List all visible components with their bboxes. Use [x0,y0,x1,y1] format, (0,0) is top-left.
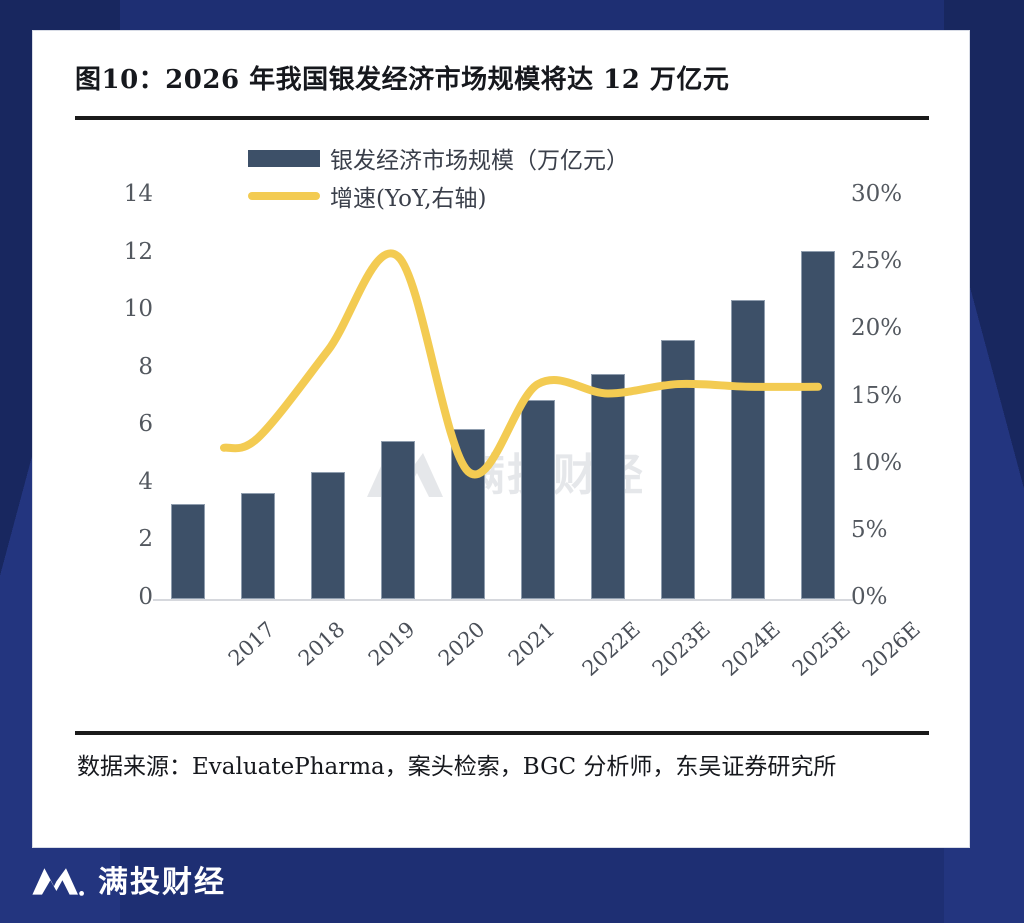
bar-2021 [451,429,485,599]
bar-2022E [521,400,555,599]
left-axis-tick: 4 [138,468,153,495]
x-tick-2019: 2019 [363,617,420,671]
source-rule [75,731,929,735]
x-tick-2021: 2021 [503,617,560,671]
left-axis-tick: 8 [138,353,153,380]
bar-series [153,31,853,599]
figure-card: 图10：2026 年我国银发经济市场规模将达 12 万亿元 满投财经 银发经济市… [32,30,970,848]
x-tick-2020: 2020 [433,617,490,671]
x-tick-2022E: 2022E [577,617,645,681]
left-axis-tick: 6 [138,411,153,438]
x-tick-2025E: 2025E [787,617,855,681]
bar-2018 [241,492,275,599]
bar-2019 [311,472,345,599]
x-tick-2024E: 2024E [717,617,785,681]
chart-plot-area: 满投财经 银发经济市场规模（万亿元） 增速(YoY,右轴) 0246810121… [33,31,971,731]
legend-item-line: 增速(YoY,右轴) [248,179,629,213]
right-axis-tick: 15% [851,382,903,409]
left-axis-tick: 0 [138,584,153,610]
x-tick-2023E: 2023E [647,617,715,681]
legend-swatch-line-icon [248,192,320,200]
axis-baseline [153,599,853,601]
bar-2026E [801,250,835,599]
left-axis-tick: 2 [138,526,153,553]
mountain-logo-icon [32,868,84,896]
right-axis-tick: 25% [851,248,903,275]
right-axis: 0% 5% 10% 15% 20% 25% 30% [851,31,941,731]
left-axis-tick: 14 [123,181,153,207]
left-axis: 0 2 4 6 8 10 12 14 [105,31,153,731]
left-axis-tick: 10 [123,296,153,323]
footer-brand: 满投财经 [98,865,226,900]
source-note: 数据来源：EvaluatePharma，案头检索，BGC 分析师，东吴证券研究所 [77,754,837,780]
legend-label-bar: 银发经济市场规模（万亿元） [330,148,629,174]
right-axis-tick: 20% [851,315,903,342]
x-axis-labels: 2017 2018 2019 2020 2021 2022E 2023E 2024E 2025E… [153,603,925,723]
title-rule [75,116,929,120]
page-footer: 满投财经 [30,857,226,901]
bar-2020 [381,440,415,599]
chart-legend: 银发经济市场规模（万亿元） 增速(YoY,右轴) [248,141,629,217]
right-axis-tick: 10% [851,449,903,476]
right-axis-tick: 0% [851,584,888,610]
right-axis-tick: 5% [851,516,888,543]
x-tick-2018: 2018 [293,617,350,671]
bar-2024E [661,339,695,599]
bar-2017 [171,504,205,599]
left-axis-tick: 12 [123,238,153,265]
right-axis-tick: 30% [851,181,903,207]
legend-label-line: 增速(YoY,右轴) [330,186,487,212]
x-tick-2017: 2017 [223,617,280,671]
bar-2025E [731,299,765,599]
bar-2023E [591,374,625,599]
legend-swatch-bar-icon [248,149,320,167]
legend-item-bar: 银发经济市场规模（万亿元） [248,141,629,175]
figure-title: 图10：2026 年我国银发经济市场规模将达 12 万亿元 [75,65,730,95]
